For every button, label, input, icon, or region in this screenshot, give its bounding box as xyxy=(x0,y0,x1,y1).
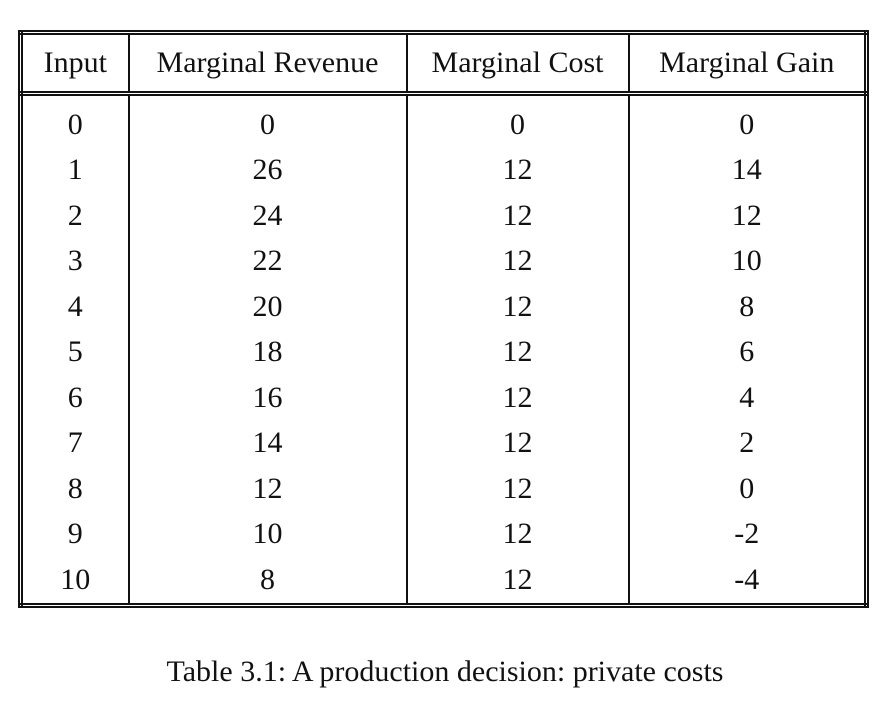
cell-input: 1 xyxy=(18,147,130,193)
cell-marginal-gain: -2 xyxy=(627,511,869,557)
cell-marginal-gain: 10 xyxy=(627,238,869,284)
cell-marginal-gain: 12 xyxy=(627,193,869,239)
cell-marginal-cost: 12 xyxy=(405,511,630,557)
table-row: 7 14 12 2 xyxy=(18,420,869,466)
cell-input: 10 xyxy=(18,557,130,608)
table-row: 9 10 12 -2 xyxy=(18,511,869,557)
table-row: 10 8 12 -4 xyxy=(18,557,869,608)
table-header: Input Marginal Revenue Marginal Cost Mar… xyxy=(18,30,869,96)
cell-input: 0 xyxy=(18,93,130,148)
cell-input: 9 xyxy=(18,511,130,557)
cell-marginal-cost: 12 xyxy=(405,329,630,375)
header-marginal-cost: Marginal Cost xyxy=(405,30,630,96)
cell-input: 6 xyxy=(18,375,130,421)
cell-marginal-revenue: 14 xyxy=(127,420,408,466)
cell-marginal-revenue: 22 xyxy=(127,238,408,284)
table-row: 3 22 12 10 xyxy=(18,238,869,284)
cell-marginal-cost: 12 xyxy=(405,375,630,421)
cell-marginal-cost: 12 xyxy=(405,193,630,239)
cell-marginal-gain: 0 xyxy=(627,466,869,512)
cell-input: 2 xyxy=(18,193,130,239)
cell-marginal-cost: 12 xyxy=(405,147,630,193)
cell-marginal-gain: 0 xyxy=(627,93,869,148)
header-row: Input Marginal Revenue Marginal Cost Mar… xyxy=(18,30,869,96)
cell-marginal-cost: 12 xyxy=(405,420,630,466)
cell-marginal-gain: -4 xyxy=(627,557,869,608)
cell-marginal-cost: 0 xyxy=(405,93,630,148)
cell-marginal-gain: 14 xyxy=(627,147,869,193)
table-row: 4 20 12 8 xyxy=(18,284,869,330)
cell-input: 4 xyxy=(18,284,130,330)
cell-marginal-revenue: 18 xyxy=(127,329,408,375)
production-decision-table: Input Marginal Revenue Marginal Cost Mar… xyxy=(18,30,869,608)
cell-marginal-cost: 12 xyxy=(405,284,630,330)
cell-marginal-cost: 12 xyxy=(405,557,630,608)
cell-marginal-revenue: 12 xyxy=(127,466,408,512)
cell-marginal-revenue: 26 xyxy=(127,147,408,193)
header-input: Input xyxy=(18,30,130,96)
header-marginal-gain: Marginal Gain xyxy=(627,30,869,96)
cell-input: 5 xyxy=(18,329,130,375)
table-row: 8 12 12 0 xyxy=(18,466,869,512)
cell-marginal-gain: 2 xyxy=(627,420,869,466)
table-body: 0 0 0 0 1 26 12 14 2 24 12 12 3 22 12 10 4 20 12 8 5 18 12 6 6 16… xyxy=(18,93,869,608)
cell-marginal-revenue: 20 xyxy=(127,284,408,330)
cell-marginal-revenue: 10 xyxy=(127,511,408,557)
data-table-container: Input Marginal Revenue Marginal Cost Mar… xyxy=(18,30,869,608)
cell-input: 8 xyxy=(18,466,130,512)
table-row: 2 24 12 12 xyxy=(18,193,869,239)
cell-marginal-revenue: 8 xyxy=(127,557,408,608)
table-row: 6 16 12 4 xyxy=(18,375,869,421)
header-marginal-revenue: Marginal Revenue xyxy=(127,30,408,96)
cell-marginal-revenue: 0 xyxy=(127,93,408,148)
cell-marginal-revenue: 24 xyxy=(127,193,408,239)
table-row: 5 18 12 6 xyxy=(18,329,869,375)
cell-marginal-gain: 4 xyxy=(627,375,869,421)
cell-input: 3 xyxy=(18,238,130,284)
cell-marginal-gain: 6 xyxy=(627,329,869,375)
cell-marginal-revenue: 16 xyxy=(127,375,408,421)
cell-input: 7 xyxy=(18,420,130,466)
table-row: 1 26 12 14 xyxy=(18,147,869,193)
cell-marginal-cost: 12 xyxy=(405,238,630,284)
table-caption: Table 3.1: A production decision: privat… xyxy=(166,655,724,688)
cell-marginal-cost: 12 xyxy=(405,466,630,512)
cell-marginal-gain: 8 xyxy=(627,284,869,330)
